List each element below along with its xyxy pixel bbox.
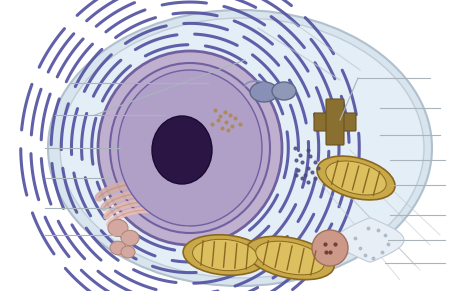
- Ellipse shape: [312, 230, 348, 266]
- FancyBboxPatch shape: [314, 113, 356, 131]
- Ellipse shape: [121, 230, 139, 246]
- Ellipse shape: [108, 219, 128, 237]
- Ellipse shape: [272, 82, 296, 100]
- Ellipse shape: [118, 70, 262, 226]
- FancyBboxPatch shape: [326, 99, 344, 145]
- Ellipse shape: [246, 236, 334, 280]
- Ellipse shape: [183, 235, 267, 275]
- Ellipse shape: [192, 239, 257, 271]
- Ellipse shape: [326, 161, 386, 195]
- Ellipse shape: [98, 51, 282, 245]
- Polygon shape: [336, 218, 404, 262]
- Ellipse shape: [110, 63, 270, 233]
- Ellipse shape: [317, 156, 395, 200]
- Ellipse shape: [60, 18, 424, 278]
- Ellipse shape: [110, 241, 126, 255]
- Ellipse shape: [152, 116, 212, 184]
- Ellipse shape: [121, 246, 135, 258]
- Ellipse shape: [250, 82, 278, 102]
- Ellipse shape: [256, 241, 324, 275]
- Ellipse shape: [48, 10, 432, 286]
